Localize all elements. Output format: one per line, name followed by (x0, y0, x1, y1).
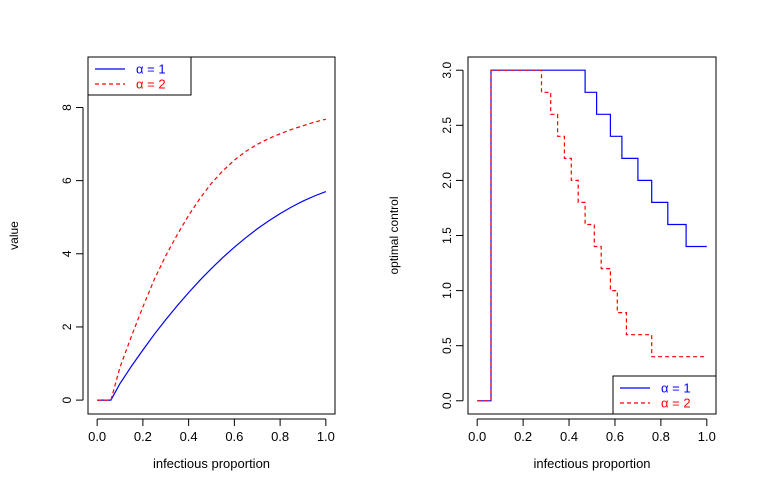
x-tick-label: 0.6 (225, 429, 243, 444)
x-tick-label: 0.2 (134, 429, 152, 444)
legend-label-2: α = 2 (661, 396, 691, 411)
x-tick-label: 0.4 (560, 429, 578, 444)
y-tick-label: 2.5 (440, 117, 454, 134)
x-tick-label: 0.6 (606, 429, 624, 444)
x-tick-label: 1.0 (698, 429, 716, 444)
series-line-2 (97, 118, 327, 401)
x-tick-label: 0.0 (88, 429, 106, 444)
y-axis-title: optimal control (387, 196, 401, 274)
x-tick-label: 0.4 (180, 429, 198, 444)
x-axis-title: infectious proportion (533, 456, 650, 471)
y-tick-label: 1.0 (440, 282, 454, 299)
legend-label-1: α = 1 (661, 381, 691, 396)
y-tick-label: 0.0 (440, 392, 454, 409)
series-line-1 (477, 69, 707, 402)
x-tick-label: 0.0 (468, 429, 486, 444)
legend-label-2: α = 2 (136, 77, 166, 92)
plot-frame (87, 56, 336, 415)
y-tick-label: 2.0 (440, 172, 454, 189)
y-tick-label: 6 (60, 177, 74, 184)
x-tick-label: 1.0 (317, 429, 335, 444)
x-axis-title: infectious proportion (153, 456, 270, 471)
y-tick-label: 0.5 (440, 337, 454, 354)
y-tick-label: 1.5 (440, 227, 454, 244)
y-axis-title: value (7, 221, 21, 250)
y-tick-label: 8 (60, 104, 74, 111)
legend-box (612, 375, 717, 415)
y-tick-label: 3.0 (440, 62, 454, 79)
legend: α = 1α = 2 (612, 375, 717, 415)
legend: α = 1α = 2 (87, 56, 192, 96)
x-tick-label: 0.8 (271, 429, 289, 444)
y-tick-label: 0 (60, 396, 74, 403)
legend-box (87, 56, 192, 96)
plot-frame (467, 56, 717, 415)
y-tick-label: 4 (60, 250, 74, 257)
series-line-1 (97, 191, 327, 401)
legend-label-1: α = 1 (136, 62, 166, 77)
series-line-2 (477, 69, 707, 402)
x-tick-label: 0.2 (514, 429, 532, 444)
right-panel-optimal-control: 0.0 0.2 0.4 0.6 0.8 1.0 0.0 0.5 1.0 1.5 2.0 2.5 3.0 i… (387, 56, 717, 471)
x-tick-label: 0.8 (652, 429, 670, 444)
left-panel-value: 0.0 0.2 0.4 0.6 0.8 1.0 0 2 4 6 8 infectious propor… (7, 56, 336, 471)
y-tick-label: 2 (60, 323, 74, 330)
